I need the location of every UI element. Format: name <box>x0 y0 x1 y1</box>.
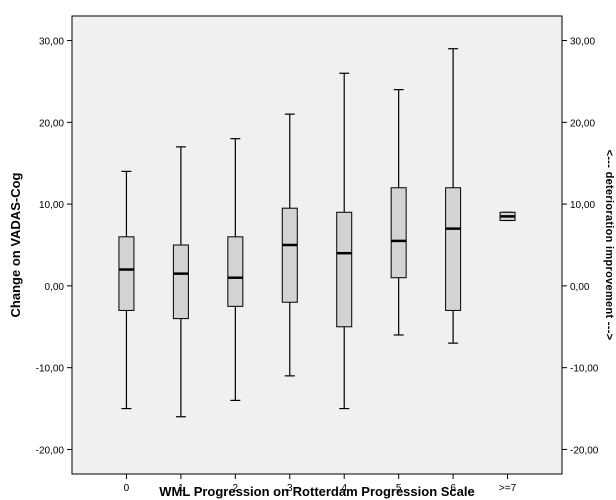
y-tick-label: -20,00 <box>36 445 65 456</box>
right-axis-title: <--- deterioration improvement ---> <box>603 150 615 341</box>
x-tick-label: 2 <box>233 483 239 494</box>
box-6 <box>445 48 462 344</box>
box-0 <box>118 170 135 410</box>
y-axis-title: Change on VADAS-Cog <box>8 172 23 317</box>
x-axis: 0 1 2 3 4 5 6 >=7 <box>124 474 517 494</box>
right-tick-label: -10,00 <box>570 364 599 375</box>
right-tick-label: 30,00 <box>570 37 595 48</box>
x-tick-label: 4 <box>341 483 347 494</box>
left-axis: -20,00 -10,00 0,00 10,00 20,00 30,00 <box>36 37 72 456</box>
box-2 <box>227 138 244 401</box>
x-tick-label: 6 <box>450 483 456 494</box>
plot-area <box>71 15 563 475</box>
y-tick-label: 30,00 <box>39 37 64 48</box>
right-tick-label: -20,00 <box>570 445 599 456</box>
iqr-box <box>445 187 462 311</box>
x-tick-label: 5 <box>396 483 402 494</box>
box-7 <box>499 211 516 222</box>
box-4 <box>336 72 353 410</box>
y-tick-label: -10,00 <box>36 364 65 375</box>
iqr-box <box>390 187 407 279</box>
y-tick-label: 20,00 <box>39 118 64 129</box>
box-3 <box>281 113 298 377</box>
y-tick-label: 0,00 <box>45 282 65 293</box>
right-axis: -20,00 -10,00 0,00 10,00 20,00 30,00 <box>562 37 599 456</box>
y-tick-label: 10,00 <box>39 200 64 211</box>
right-tick-label: 0,00 <box>570 282 590 293</box>
iqr-box <box>281 207 298 303</box>
right-tick-label: 20,00 <box>570 118 595 129</box>
x-axis-title: WML Progression on Rotterdam Progression… <box>159 484 474 499</box>
box-5 <box>390 89 407 336</box>
right-tick-label: 10,00 <box>570 200 595 211</box>
box-1 <box>172 146 189 418</box>
iqr-box <box>336 211 353 328</box>
x-tick-label: 3 <box>287 483 293 494</box>
boxes <box>118 48 516 418</box>
iqr-box <box>172 244 189 320</box>
x-tick-label: 1 <box>178 483 184 494</box>
x-tick-label: >=7 <box>499 483 517 494</box>
iqr-box <box>118 236 135 311</box>
x-tick-label: 0 <box>124 483 130 494</box>
iqr-box <box>227 236 244 307</box>
